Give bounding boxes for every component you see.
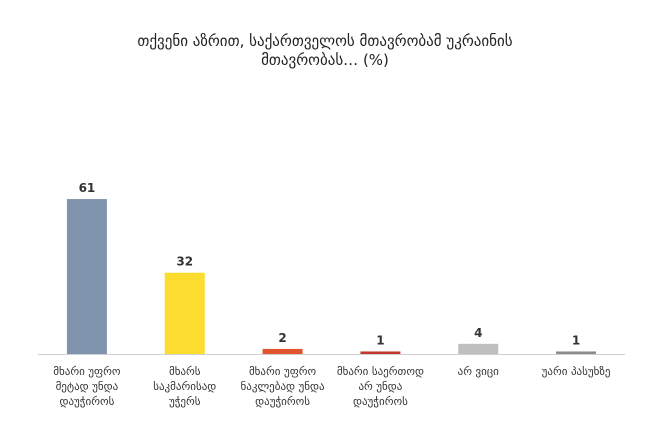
bar <box>556 351 597 354</box>
x-tick-label: მხარს საკმარისად უჭერს <box>153 365 217 408</box>
bar <box>360 351 401 354</box>
bar <box>66 199 107 354</box>
bar <box>458 343 499 354</box>
bar <box>164 272 205 354</box>
value-label: 2 <box>278 331 286 345</box>
value-label: 1 <box>572 333 580 347</box>
value-label: 4 <box>474 326 482 340</box>
chart-title: თქვენი აზრით, საქართველოს მთავრობამ უკრა… <box>137 32 513 69</box>
x-tick-label: მხარი საერთოდ არ უნდა დაუჭიროს <box>336 365 424 408</box>
x-tick-label: მხარი უფრო მეტად უნდა დაუჭიროს <box>53 365 121 408</box>
value-label: 1 <box>376 333 384 347</box>
bar <box>262 348 303 354</box>
value-label: 32 <box>176 255 193 269</box>
value-label: 61 <box>79 181 96 195</box>
x-tick-label: უარი პასუხზე <box>541 365 611 378</box>
x-tick-label: მხარი უფრო ნაკლებად უნდა დაუჭიროს <box>240 365 325 408</box>
x-tick-label: არ ვიცი <box>457 365 499 378</box>
